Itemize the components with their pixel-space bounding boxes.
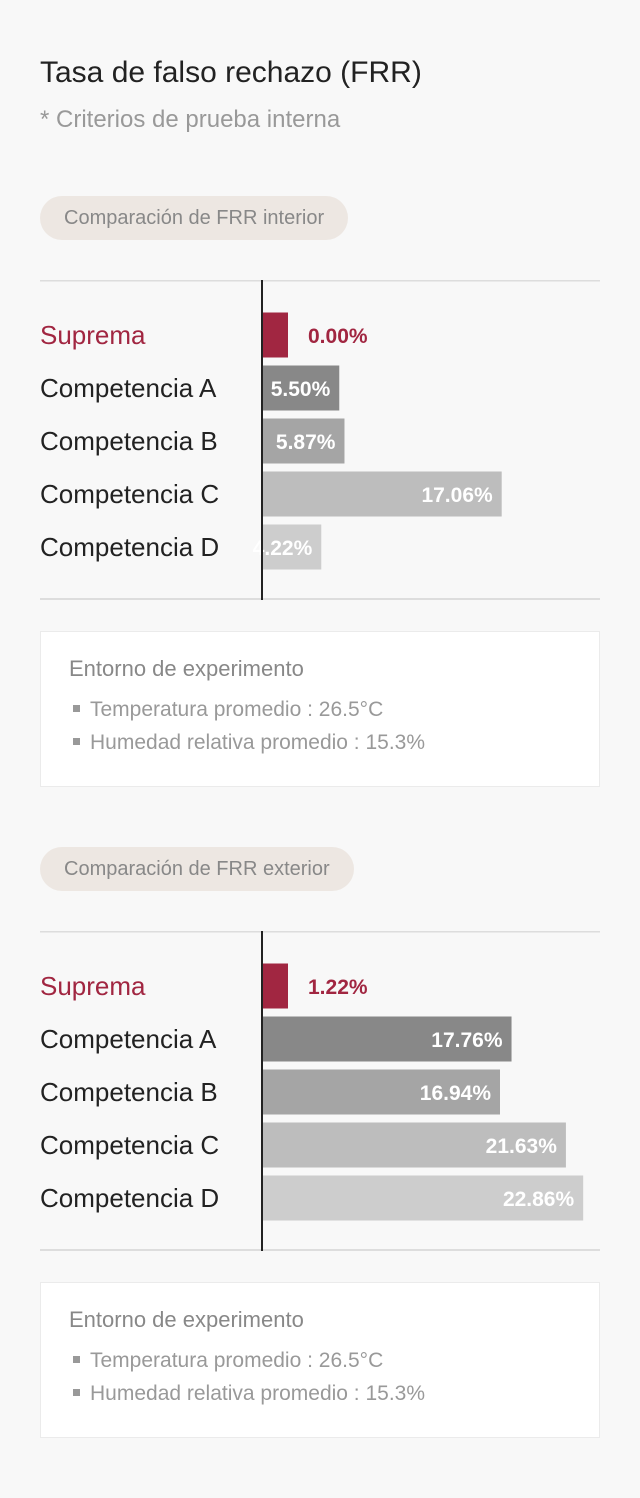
bar xyxy=(262,365,340,411)
section-pill-exterior: Comparación de FRR exterior xyxy=(40,847,354,891)
chart-interior: Suprema 0.00% Competencia A 5.50% Competenci… xyxy=(40,280,600,600)
data-label: 22.86% xyxy=(503,1188,575,1211)
section-pill-interior: Comparación de FRR interior xyxy=(40,196,349,240)
data-label: 1.22% xyxy=(308,976,368,999)
environment-item-humidity: Humedad relativa promedio : 15.3% xyxy=(73,1382,425,1406)
category-label: Competencia A xyxy=(40,1024,217,1054)
category-label: Competencia C xyxy=(40,1130,219,1160)
bar xyxy=(262,1016,512,1062)
bullet-square-icon xyxy=(73,737,80,745)
bar xyxy=(262,471,502,517)
data-label: 4.22% xyxy=(253,537,313,560)
data-label: 5.87% xyxy=(276,431,336,454)
environment-item-label: Temperatura promedio xyxy=(90,1349,302,1372)
environment-item-value: 26.5°C xyxy=(318,698,384,721)
category-label: Suprema xyxy=(40,971,146,1001)
page-title: Tasa de falso rechazo (FRR) xyxy=(40,56,422,89)
page-subtitle: * Criterios de prueba interna xyxy=(40,106,341,133)
bar xyxy=(262,1122,566,1168)
data-label: 0.00% xyxy=(308,325,368,348)
bullet-square-icon xyxy=(73,704,80,712)
category-label: Competencia A xyxy=(40,373,217,403)
bar xyxy=(262,312,288,358)
environment-item-label: Temperatura promedio xyxy=(90,698,302,721)
environment-box-exterior: Entorno de experimento Temperatura prome… xyxy=(40,1282,600,1438)
bar xyxy=(262,1175,584,1221)
category-label: Competencia D xyxy=(40,532,219,562)
bar xyxy=(262,1069,501,1115)
environment-item-temperature: Temperatura promedio : 26.5°C xyxy=(73,698,383,722)
bullet-square-icon xyxy=(73,1355,80,1363)
environment-item-label: Humedad relativa promedio xyxy=(90,1382,348,1405)
bar-chart-svg: Suprema 0.00% Competencia A 5.50% Competenci… xyxy=(40,280,600,600)
environment-box-interior: Entorno de experimento Temperatura prome… xyxy=(40,631,600,787)
chart-exterior: Suprema 1.22% Competencia A 17.76% Competenc… xyxy=(40,931,600,1251)
data-label: 17.06% xyxy=(421,484,493,507)
environment-title: Entorno de experimento xyxy=(69,656,304,681)
bar xyxy=(262,963,288,1009)
data-label: 21.63% xyxy=(486,1135,558,1158)
category-label: Competencia D xyxy=(40,1183,219,1213)
bullet-square-icon xyxy=(73,1388,80,1396)
bar xyxy=(262,418,345,464)
environment-item-value: 15.3% xyxy=(365,731,426,754)
environment-item-humidity: Humedad relativa promedio : 15.3% xyxy=(73,731,425,755)
environment-item-value: 26.5°C xyxy=(318,1349,384,1372)
environment-item-label: Humedad relativa promedio xyxy=(90,731,348,754)
bar-chart-svg: Suprema 1.22% Competencia A 17.76% Competenc… xyxy=(40,931,600,1251)
category-label: Suprema xyxy=(40,320,146,350)
category-label: Competencia B xyxy=(40,1077,218,1107)
environment-item-value: 15.3% xyxy=(365,1382,426,1405)
bar xyxy=(262,524,322,570)
data-label: 5.50% xyxy=(271,378,331,401)
data-label: 16.94% xyxy=(420,1082,492,1105)
environment-item-temperature: Temperatura promedio : 26.5°C xyxy=(73,1349,383,1373)
data-label: 17.76% xyxy=(431,1029,503,1052)
environment-title: Entorno de experimento xyxy=(69,1307,304,1332)
category-label: Competencia B xyxy=(40,426,218,456)
category-label: Competencia C xyxy=(40,479,219,509)
